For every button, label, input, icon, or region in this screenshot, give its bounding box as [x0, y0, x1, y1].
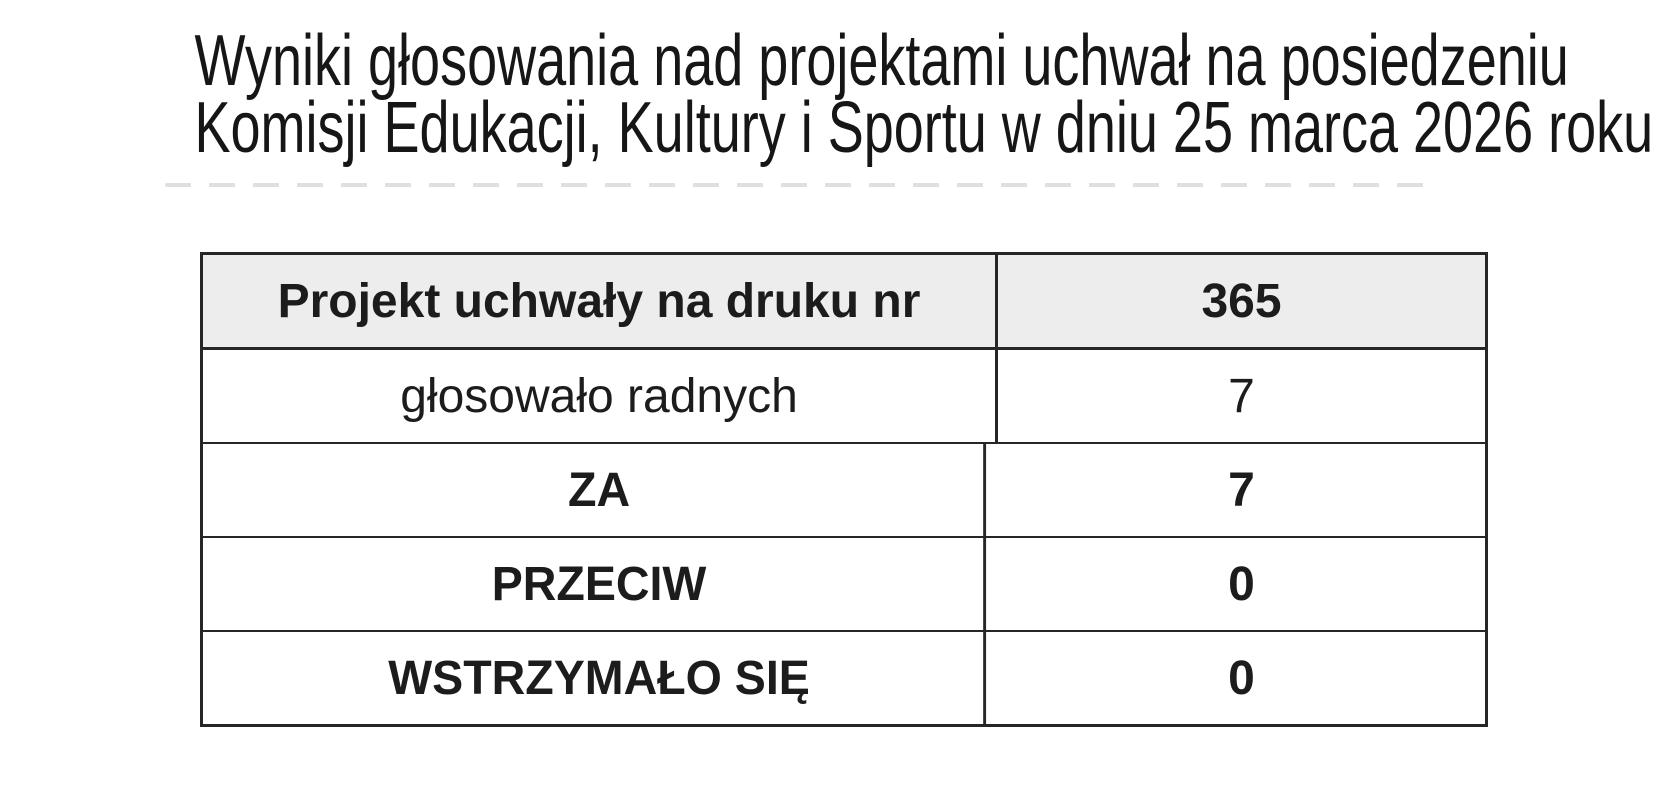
voted-councillors-label: głosowało radnych [203, 350, 998, 442]
draft-number-value: 365 [1201, 274, 1282, 328]
scan-artifact-streak [165, 183, 1427, 187]
title-line-1: Wyniki głosowania nad projektami uchwał … [194, 21, 1569, 101]
draft-number-label: Projekt uchwały na druku nr [203, 255, 998, 347]
against-value: 0 [1228, 557, 1255, 611]
table-row-for: ZA 7 [203, 442, 1485, 536]
against-label: PRZECIW [215, 538, 987, 630]
table-row-abstained: WSTRZYMAŁO SIĘ 0 [203, 630, 1485, 724]
table-row-against: PRZECIW 0 [203, 536, 1485, 630]
abstained-value: 0 [1228, 651, 1255, 705]
for-label: ZA [215, 444, 987, 536]
table-row-voted-councillors: głosowało radnych 7 [203, 348, 1485, 442]
abstained-label: WSTRZYMAŁO SIĘ [215, 632, 987, 724]
voting-results-table: Projekt uchwały na druku nr 365 głosował… [200, 252, 1488, 727]
voted-councillors-value: 7 [1228, 369, 1255, 423]
title-line-2: Komisji Edukacji, Kultury i Sportu w dni… [194, 88, 1654, 168]
document-title: Wyniki głosowania nad projektami uchwał … [194, 21, 1654, 168]
for-value: 7 [1228, 463, 1255, 517]
table-row-draft-number: Projekt uchwały na druku nr 365 [203, 255, 1485, 348]
